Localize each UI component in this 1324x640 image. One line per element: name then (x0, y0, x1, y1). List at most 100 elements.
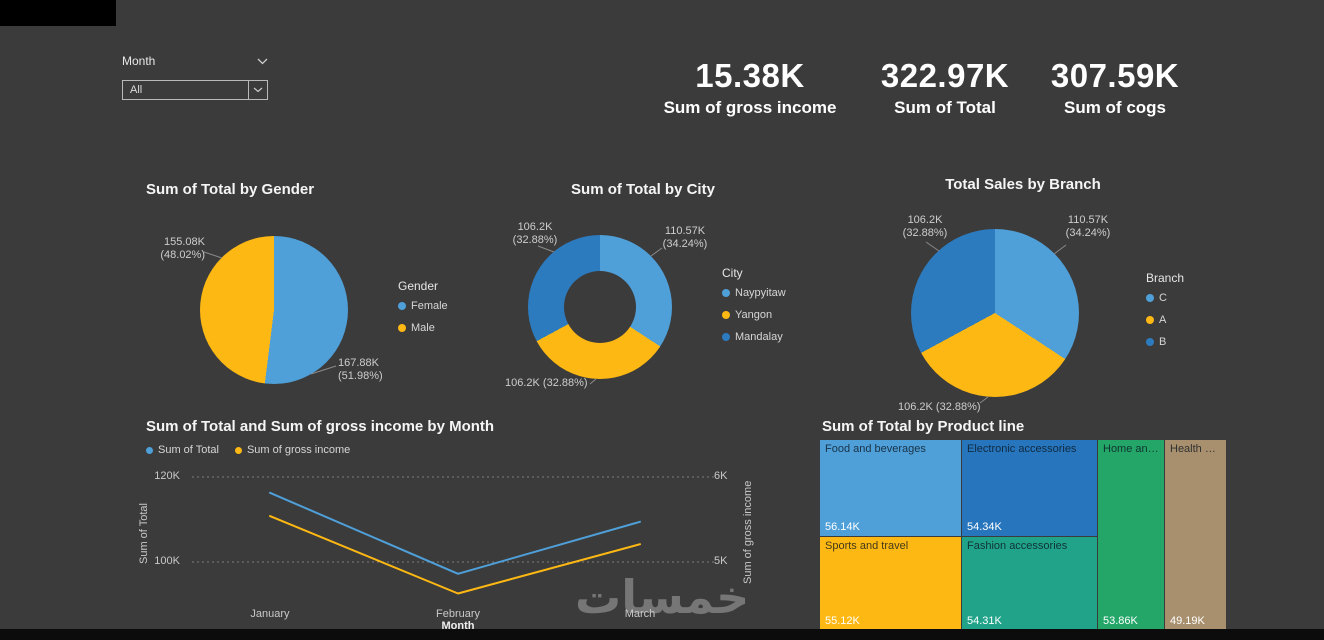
tile-sports-and-travel[interactable]: Sports and travel 55.12K (820, 537, 961, 630)
mandalay-color-swatch (722, 333, 730, 341)
left-axis-tick-100k: 100K (154, 555, 180, 567)
tile-home-and-lifestyle[interactable]: Home and lifestyle 53.86K (1098, 440, 1164, 630)
x-tick-march: March (624, 608, 656, 620)
dropdown-chevron-box[interactable] (248, 81, 267, 99)
kpi-value: 15.38K (695, 57, 805, 94)
month-slicer-header: Month (122, 54, 268, 68)
month-slicer-dropdown[interactable]: All (122, 80, 268, 100)
tile-fashion-accessories[interactable]: Fashion accessories 54.31K (962, 537, 1097, 630)
tile-label: Food and beverages (825, 443, 926, 455)
legend-label: C (1159, 292, 1167, 304)
female-color-swatch (398, 302, 406, 310)
legend-label: Male (411, 322, 435, 334)
callout-branch-a: 106.2K (32.88%) (898, 401, 981, 413)
branch-b-color-swatch (1146, 338, 1154, 346)
gender-pie[interactable] (200, 236, 348, 384)
tile-value: 54.31K (967, 615, 1002, 627)
slicer-selected-value: All (130, 84, 143, 96)
legend-item-mandalay[interactable]: Mandalay (722, 331, 786, 343)
tile-value: 56.14K (825, 521, 860, 533)
legend-label: Mandalay (735, 331, 783, 343)
bottom-bar[interactable] (0, 629, 1324, 640)
tile-health-and-beauty[interactable]: Health and beauty 49.19K (1165, 440, 1226, 630)
branch-legend: Branch C A B (1146, 271, 1184, 358)
tile-label: Health and beauty (1170, 443, 1221, 455)
kpi-label: Sum of gross income (663, 98, 837, 117)
tile-label: Fashion accessories (967, 540, 1068, 552)
line-chart-title: Sum of Total and Sum of gross income by … (146, 418, 495, 435)
legend-label: Female (411, 300, 448, 312)
chevron-down-icon (253, 87, 263, 93)
branch-a-color-swatch (1146, 316, 1154, 324)
legend-label: Yangon (735, 309, 773, 321)
kpi-value: 322.97K (880, 57, 1010, 94)
legend-label: A (1159, 314, 1167, 326)
chevron-down-icon[interactable] (257, 58, 268, 65)
legend-item-male[interactable]: Male (398, 322, 448, 334)
left-axis-tick-120k: 120K (154, 470, 180, 482)
callout-branch-b: 106.2K (32.88%) (902, 214, 948, 239)
tile-label: Electronic accessories (967, 443, 1077, 455)
kpi-label: Sum of Total (894, 98, 996, 117)
sum-of-total-color-swatch (146, 446, 153, 454)
treemap-title: Sum of Total by Product line (822, 418, 1025, 435)
yangon-color-swatch (722, 311, 730, 319)
kpi-cogs: 307.59K Sum of cogs (1005, 57, 1225, 118)
legend-title: Branch (1146, 271, 1185, 285)
city-legend: City Naypyitaw Yangon Mandalay (722, 266, 786, 353)
callout-naypyitaw: 110.57K (34.24%) (662, 225, 708, 250)
branch-pie[interactable] (911, 229, 1079, 397)
legend-item-a[interactable]: A (1146, 314, 1184, 326)
tile-label: Home and lifestyle (1103, 443, 1159, 455)
line-chart-plot[interactable] (190, 458, 770, 618)
legend-item-c[interactable]: C (1146, 292, 1184, 304)
line-chart-legend: Sum of Total Sum of gross income (146, 444, 350, 456)
kpi-value: 307.59K (1050, 57, 1180, 94)
tile-label: Sports and travel (825, 540, 909, 552)
legend-item-female[interactable]: Female (398, 300, 448, 312)
legend-label: Naypyitaw (735, 287, 786, 299)
legend-item-yangon[interactable]: Yangon (722, 309, 786, 321)
tile-food-and-beverages[interactable]: Food and beverages 56.14K (820, 440, 961, 536)
callout-yangon: 106.2K (32.88%) (505, 377, 588, 389)
legend-label: Sum of Total (158, 444, 219, 456)
tile-value: 53.86K (1103, 615, 1138, 627)
legend-title: City (722, 266, 743, 280)
legend-item-sum-of-total[interactable]: Sum of Total (146, 444, 219, 456)
legend-label: B (1159, 336, 1167, 348)
tile-value: 55.12K (825, 615, 860, 627)
male-color-swatch (398, 324, 406, 332)
x-tick-january: January (250, 608, 290, 620)
branch-c-color-swatch (1146, 294, 1154, 302)
series-line-gross-income[interactable] (269, 515, 641, 595)
gross-income-color-swatch (234, 446, 242, 454)
right-axis-tick-6k: 6K (714, 470, 728, 482)
tile-electronic-accessories[interactable]: Electronic accessories 54.34K (962, 440, 1097, 536)
city-chart-title: Sum of Total by City (571, 181, 715, 198)
series-line-sum-of-total[interactable] (269, 491, 641, 575)
branch-chart-title: Total Sales by Branch (945, 176, 1101, 193)
x-tick-february: February (435, 608, 481, 620)
kpi-total: 322.97K Sum of Total (835, 57, 1055, 118)
product-line-treemap: Food and beverages 56.14K Electronic acc… (820, 440, 1226, 630)
legend-item-naypyitaw[interactable]: Naypyitaw (722, 287, 786, 299)
khamsat-watermark: خمسات (575, 570, 750, 624)
legend-item-b[interactable]: B (1146, 336, 1184, 348)
slicer-title: Month (122, 54, 156, 68)
callout-mandalay: 106.2K (32.88%) (512, 221, 558, 246)
right-axis-tick-5k: 5K (714, 555, 728, 567)
kpi-label: Sum of cogs (1063, 98, 1166, 117)
top-left-black-panel (0, 0, 116, 26)
legend-item-gross-income[interactable]: Sum of gross income (234, 444, 350, 456)
city-donut[interactable] (528, 235, 672, 379)
callout-branch-c: 110.57K (34.24%) (1065, 214, 1111, 239)
callout-male: 155.08K (48.02%) (160, 236, 205, 261)
tile-value: 54.34K (967, 521, 1002, 533)
naypyitaw-color-swatch (722, 289, 730, 297)
kpi-gross-income: 15.38K Sum of gross income (640, 57, 860, 118)
tile-value: 49.19K (1170, 615, 1205, 627)
gender-legend: Gender Female Male (398, 279, 448, 344)
callout-female: 167.88K (51.98%) (338, 357, 383, 382)
gender-chart-title: Sum of Total by Gender (146, 181, 315, 198)
